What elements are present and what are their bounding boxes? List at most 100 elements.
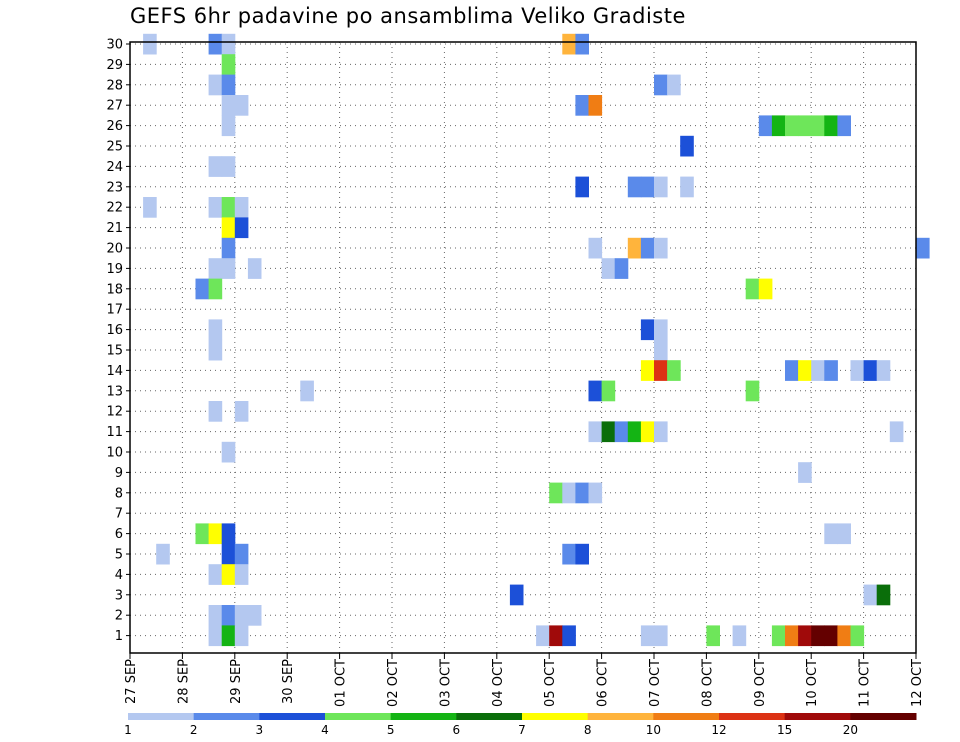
y-tick-label: 23 <box>106 180 123 195</box>
legend-label: 7 <box>518 723 526 737</box>
heatmap-cell <box>221 156 236 177</box>
heatmap-cell <box>195 278 210 300</box>
y-tick-label: 12 <box>106 405 123 420</box>
legend-swatch <box>653 713 720 720</box>
heatmap-cell <box>811 625 825 647</box>
heatmap-cell <box>640 237 655 259</box>
y-tick-label: 6 <box>115 527 123 542</box>
heatmap-cell <box>850 625 865 647</box>
y-tick-label: 9 <box>115 466 123 481</box>
heatmap-cell <box>863 584 878 606</box>
heatmap-cell <box>654 176 668 198</box>
x-tick-label: 03 OCT <box>438 659 453 707</box>
heatmap-cell <box>208 625 223 647</box>
heatmap-cell <box>889 421 904 443</box>
heatmap-cell <box>549 482 563 504</box>
heatmap-cell <box>221 217 236 239</box>
heatmap-cell <box>221 605 236 626</box>
heatmap-cell <box>771 625 786 647</box>
heatmap-cell <box>208 339 223 361</box>
y-tick-label: 26 <box>106 119 123 134</box>
heatmap-cell <box>745 278 760 300</box>
heatmap-cell <box>824 523 838 545</box>
legend-label: 15 <box>777 723 792 737</box>
heatmap-cell <box>143 33 157 55</box>
heatmap-cell <box>680 176 694 198</box>
heatmap-cell <box>640 625 655 647</box>
heatmap-cell <box>785 360 799 381</box>
heatmap-cell <box>837 523 851 545</box>
heatmap-cell <box>824 625 838 647</box>
legend-label: 20 <box>843 723 858 737</box>
heatmap-cell <box>798 115 812 137</box>
heatmap-cell <box>758 115 773 137</box>
heatmap-cell <box>876 360 891 381</box>
heatmap-cell <box>562 543 576 565</box>
x-tick-label: 28 SEP <box>176 659 191 704</box>
legend-swatch <box>784 713 851 720</box>
heatmap-cell <box>536 625 550 647</box>
heatmap-cell <box>798 360 812 381</box>
heatmap-cell <box>221 625 236 647</box>
heatmap-cell <box>614 258 629 279</box>
heatmap-cell <box>706 625 720 647</box>
heatmap-cell <box>549 625 563 647</box>
heatmap-cell <box>785 625 799 647</box>
heatmap-cell <box>575 543 589 565</box>
heatmap-cell <box>654 319 668 341</box>
x-tick-label: 07 OCT <box>648 659 663 707</box>
x-tick-label: 27 SEP <box>124 659 139 704</box>
heatmap-cell <box>837 115 851 137</box>
heatmap-cell <box>143 197 157 218</box>
legend-label: 10 <box>646 723 661 737</box>
y-tick-label: 2 <box>115 609 123 624</box>
legend-swatch <box>587 713 654 720</box>
heatmap-cell <box>221 258 236 279</box>
legend-label: 5 <box>387 723 395 737</box>
heatmap-cell <box>640 176 655 198</box>
heatmap-cell <box>850 360 865 381</box>
x-tick-label: 02 OCT <box>386 659 401 707</box>
legend-label: 8 <box>584 723 592 737</box>
heatmap-cell <box>745 380 760 402</box>
heatmap-cell <box>234 543 249 565</box>
heatmap-cell <box>575 482 589 504</box>
heatmap-cell <box>221 197 236 218</box>
legend-swatch <box>259 713 326 720</box>
heatmap-cell <box>234 564 249 585</box>
heatmap-cell <box>575 176 589 198</box>
heatmap-cell <box>575 33 589 55</box>
heatmap-cell <box>208 523 223 545</box>
heatmap-cell <box>654 421 668 443</box>
heatmap-cell <box>667 360 681 381</box>
chart-title: GEFS 6hr padavine po ansamblima Veliko G… <box>130 4 686 28</box>
heatmap-cell <box>667 74 681 96</box>
heatmap-cell <box>562 482 576 504</box>
heatmap-cell <box>654 625 668 647</box>
heatmap-cell <box>247 605 262 626</box>
x-tick-label: 12 OCT <box>910 659 925 707</box>
y-tick-label: 3 <box>115 588 123 603</box>
heatmap-cell <box>588 380 603 402</box>
heatmap-cell <box>221 115 236 137</box>
y-tick-label: 11 <box>106 425 123 440</box>
heatmap-cell <box>601 380 616 402</box>
legend-swatch <box>456 713 523 720</box>
x-tick-label: 01 OCT <box>334 659 349 707</box>
heatmap-cell <box>208 74 223 96</box>
heatmap-cell <box>627 421 642 443</box>
heatmap-cell <box>221 33 236 55</box>
heatmap-cell <box>640 319 655 341</box>
heatmap-cell <box>601 421 616 443</box>
heatmap-cell <box>824 115 838 137</box>
y-tick-label: 13 <box>106 384 123 399</box>
heatmap-cell <box>221 441 236 463</box>
x-tick-label: 04 OCT <box>491 659 506 707</box>
legend-label: 1 <box>124 723 132 737</box>
y-tick-label: 22 <box>106 201 123 216</box>
heatmap-cell <box>680 135 694 157</box>
heatmap-cell <box>195 523 210 545</box>
heatmap-cell <box>247 258 262 279</box>
heatmap-cell <box>732 625 747 647</box>
